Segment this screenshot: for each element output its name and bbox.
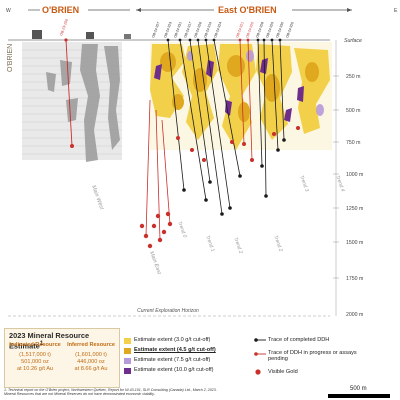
legend-extent-10: Estimate extent (10.0 g/t cut-off) (134, 367, 214, 373)
inferred-heading: Inferred Resource (67, 342, 115, 348)
inferred-oz: 446,000 oz (77, 359, 105, 365)
extent-10-swatch (124, 368, 131, 374)
trend-0-label: Trend 0 (176, 221, 187, 239)
legend-extent-45: Estimate extent (4.5 g/t cut-off) (134, 347, 216, 353)
exploration-horizon-label: Current Exploration Horizon (137, 308, 199, 314)
trend-3-label: Trend 3 (298, 175, 309, 193)
trend-4-label: Trend 4 (334, 175, 345, 193)
depth-500: 500 m (346, 108, 360, 114)
depth-1250: 1250 m (346, 206, 363, 212)
obrien-header: O'BRIEN (42, 5, 79, 15)
trend-labels: Main West Main East Trend 0 Trend 1 Tren… (90, 175, 345, 276)
indicated-oz: 501,000 oz (21, 359, 49, 365)
left-obrien-label: O'BRIEN (7, 44, 14, 72)
progress-ddh-icon (254, 352, 258, 356)
scale-bar (328, 394, 390, 398)
footnote-line-2: Mineral Resources that are not Mineral R… (4, 392, 155, 397)
legend-extent-75: Estimate extent (7.5 g/t cut-off) (134, 357, 211, 363)
completed-ddh-icon (254, 338, 258, 342)
svg-text:OB-24-317: OB-24-317 (183, 21, 192, 38)
resource-body (150, 42, 332, 150)
svg-text:OB-24-321: OB-24-321 (235, 21, 244, 38)
legend-trace-progress: Trace of DDH in progress or assays pendi… (268, 350, 357, 363)
legend-extent-3: Estimate extent (3.0 g/t cut-off) (134, 337, 211, 343)
svg-text:OB-24-329: OB-24-329 (265, 21, 274, 38)
left-hole-label: OB-23-259 (59, 18, 69, 36)
svg-text:OB-24-331: OB-24-331 (173, 21, 182, 38)
legend-trace-completed: Trace of completed DDH (268, 337, 330, 343)
footnote: 1. Technical report on the O'Brien proje… (4, 388, 304, 397)
main-east-label: Main East (148, 251, 162, 276)
historic-workings (22, 30, 131, 162)
main-west-label: Main West (90, 185, 104, 211)
east-arrowhead-right (347, 8, 352, 12)
svg-text:OB-24-323: OB-24-323 (163, 21, 172, 38)
indicated-tonnes: (1,517,000 t) (19, 352, 51, 358)
svg-text:OB-24-327: OB-24-327 (151, 21, 160, 38)
indicated-column: Indicated Resource (1,517,000 t) 501,000… (7, 342, 63, 373)
longitudinal-section: W E O'BRIEN East O'BRIEN (6, 5, 398, 318)
inferred-grade: at 8.66 g/t Au (74, 366, 108, 372)
depth-scale: Surface 250 m 500 m 750 m 1000 m 1250 m … (333, 38, 363, 318)
depth-2000: 2000 m (346, 312, 363, 318)
trend-2b-label: Trend 2 (272, 235, 283, 253)
svg-text:OB-24-320: OB-24-320 (245, 21, 254, 38)
svg-text:OB-24-326: OB-24-326 (193, 21, 202, 38)
estimate-title: 2023 Mineral Resource Estimate1 (9, 331, 90, 351)
resource-estimate-panel: 2023 Mineral Resource Estimate1 Indicate… (4, 328, 120, 388)
west-letter: W (6, 8, 11, 14)
header-bar: W E O'BRIEN East O'BRIEN (6, 5, 398, 15)
inferred-column: Inferred Resource (1,601,000 t) 446,000 … (63, 342, 119, 373)
legend-visible-gold: Visible Gold (268, 369, 298, 375)
depth-1750: 1750 m (346, 276, 363, 282)
visible-gold-icon (255, 369, 261, 375)
indicated-heading: Indicated Resource (9, 342, 61, 348)
left-drill-hole: OB-23-259 (59, 18, 74, 148)
depth-1000: 1000 m (346, 172, 363, 178)
trend-1-label: Trend 1 (204, 235, 215, 253)
depth-1500: 1500 m (346, 240, 363, 246)
svg-text:OB-24-319: OB-24-319 (203, 21, 212, 38)
extent-3-swatch (124, 338, 131, 344)
east-obrien-header: East O'BRIEN (218, 5, 277, 15)
headframe-icon (124, 34, 131, 39)
extent-75-swatch (124, 358, 131, 364)
headframe-icon (32, 30, 42, 39)
depth-750: 750 m (346, 140, 360, 146)
depth-250: 250 m (346, 74, 360, 80)
headframe-icon (86, 32, 94, 39)
trend-2-label: Trend 2 (232, 237, 243, 255)
drill-traces (139, 39, 300, 249)
svg-text:OB-24-325: OB-24-325 (285, 21, 294, 38)
east-letter: E (394, 8, 398, 14)
scale-label: 500 m (350, 386, 367, 392)
indicated-grade: at 10.26 g/t Au (16, 366, 54, 372)
svg-text:OB-24-328: OB-24-328 (255, 21, 264, 38)
footnote-line-1: 1. Technical report on the O'Brien proje… (4, 388, 217, 392)
svg-text:OB-24-324: OB-24-324 (213, 21, 222, 38)
collar-labels: OB-24-327 OB-24-323 OB-24-331 OB-24-317 … (151, 21, 295, 42)
inferred-tonnes: (1,601,000 t) (75, 352, 107, 358)
svg-text:OB-24-330: OB-24-330 (275, 21, 284, 38)
extent-45-swatch (124, 348, 131, 354)
east-arrowhead-left (136, 8, 141, 12)
legend-symbols (254, 338, 266, 375)
depth-surface: Surface (344, 38, 362, 44)
